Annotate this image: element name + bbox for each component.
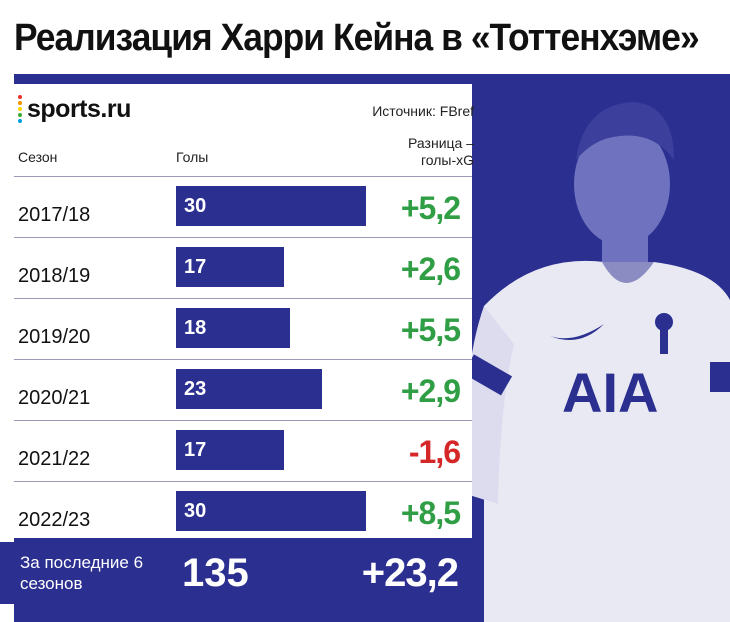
goals-bar: 17 bbox=[176, 430, 284, 470]
total-goals: 135 bbox=[182, 551, 249, 595]
svg-text:AIA: AIA bbox=[562, 361, 658, 424]
goals-bar: 30 bbox=[176, 491, 366, 531]
goals-value-label: 17 bbox=[184, 256, 207, 278]
season-label: 2019/20 bbox=[18, 326, 91, 348]
row-divider bbox=[14, 298, 472, 299]
goals-value-label: 17 bbox=[184, 439, 207, 461]
goals-bar: 18 bbox=[176, 308, 290, 348]
season-label: 2017/18 bbox=[18, 204, 91, 226]
row-divider bbox=[14, 237, 472, 238]
goals-bar: 23 bbox=[176, 369, 322, 409]
column-header-season: Сезон bbox=[18, 149, 58, 165]
total-label: За последние 6 сезонов bbox=[20, 553, 144, 593]
logo-dot bbox=[18, 107, 22, 111]
goals-value-label: 23 bbox=[184, 378, 207, 400]
column-header-diff-line1: Разница – bbox=[408, 135, 474, 151]
column-header-diff: Разница – голы-xG bbox=[408, 135, 474, 169]
total-diff: +23,2 bbox=[361, 551, 459, 595]
total-bar: За последние 6 сезонов 135 +23,2 bbox=[0, 542, 472, 604]
goals-minus-xg-label: +5,2 bbox=[400, 190, 461, 226]
goals-minus-xg-label: +2,6 bbox=[400, 251, 461, 287]
page-title: Реализация Харри Кейна в «Тоттенхэме» bbox=[14, 17, 700, 59]
season-label: 2022/23 bbox=[18, 509, 91, 531]
logo-dot bbox=[18, 113, 22, 117]
logo-dot bbox=[18, 95, 22, 99]
row-divider bbox=[14, 176, 472, 177]
goals-bar: 30 bbox=[176, 186, 366, 226]
column-header-diff-line2: голы-xG bbox=[420, 152, 474, 168]
column-header-goals: Голы bbox=[176, 149, 209, 165]
season-label: 2021/22 bbox=[18, 448, 91, 470]
goals-minus-xg-label: +2,9 bbox=[400, 373, 461, 409]
player-illustration: AIA bbox=[462, 102, 730, 622]
season-label: 2020/21 bbox=[18, 387, 91, 409]
logo-dot bbox=[18, 119, 22, 123]
logo-dots-icon bbox=[18, 95, 22, 123]
row-divider bbox=[14, 420, 472, 421]
row-divider bbox=[14, 481, 472, 482]
goals-value-label: 30 bbox=[184, 500, 207, 522]
goals-minus-xg-label: -1,6 bbox=[408, 434, 461, 470]
goals-value-label: 18 bbox=[184, 317, 207, 339]
row-divider bbox=[14, 359, 472, 360]
goals-minus-xg-label: +8,5 bbox=[400, 495, 461, 531]
goals-minus-xg-label: +5,5 bbox=[400, 312, 461, 348]
goals-value-label: 30 bbox=[184, 195, 207, 217]
logo-dot bbox=[18, 101, 22, 105]
logo-text: sports.ru bbox=[27, 94, 131, 123]
sports-ru-logo: sports.ru bbox=[18, 94, 131, 124]
season-label: 2018/19 bbox=[18, 265, 91, 287]
goals-bar: 17 bbox=[176, 247, 284, 287]
source-note: Источник: FBref bbox=[372, 103, 474, 119]
